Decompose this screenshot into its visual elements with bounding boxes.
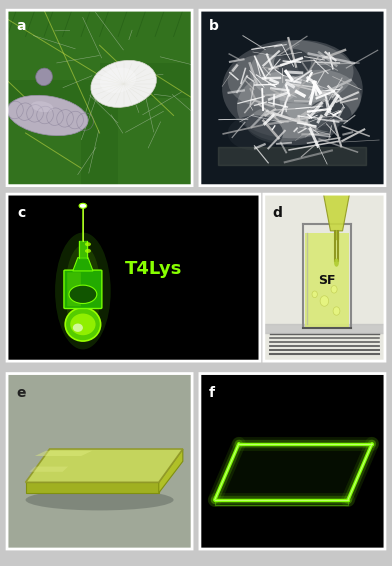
Polygon shape	[305, 233, 348, 328]
Polygon shape	[215, 500, 348, 505]
Ellipse shape	[237, 71, 329, 142]
Text: e: e	[16, 386, 26, 400]
Ellipse shape	[65, 308, 101, 341]
Ellipse shape	[333, 307, 340, 315]
Polygon shape	[25, 449, 183, 482]
Text: T4Lys: T4Lys	[125, 260, 182, 278]
Circle shape	[69, 285, 97, 303]
Ellipse shape	[279, 70, 361, 126]
Ellipse shape	[91, 61, 156, 108]
Ellipse shape	[7, 95, 88, 136]
Polygon shape	[73, 258, 93, 271]
Polygon shape	[159, 449, 183, 493]
Ellipse shape	[334, 259, 339, 267]
Polygon shape	[35, 451, 92, 456]
Bar	[7, 115, 81, 186]
Ellipse shape	[274, 49, 311, 77]
Polygon shape	[322, 186, 351, 231]
Circle shape	[85, 249, 91, 253]
Ellipse shape	[73, 324, 83, 332]
Ellipse shape	[250, 40, 354, 103]
Ellipse shape	[55, 233, 111, 349]
Bar	[7, 10, 100, 80]
Polygon shape	[215, 444, 372, 500]
FancyBboxPatch shape	[67, 272, 81, 306]
Ellipse shape	[36, 68, 53, 85]
Ellipse shape	[228, 54, 302, 106]
Ellipse shape	[320, 296, 328, 306]
Ellipse shape	[65, 245, 101, 337]
Text: SF: SF	[318, 275, 336, 288]
Ellipse shape	[246, 103, 339, 145]
Circle shape	[85, 242, 91, 246]
Ellipse shape	[222, 40, 363, 138]
Polygon shape	[25, 482, 159, 493]
Ellipse shape	[25, 490, 174, 511]
Text: d: d	[272, 206, 282, 220]
Ellipse shape	[307, 100, 352, 131]
Ellipse shape	[100, 68, 136, 93]
Ellipse shape	[70, 314, 96, 335]
Ellipse shape	[331, 286, 337, 293]
Ellipse shape	[228, 115, 283, 151]
FancyBboxPatch shape	[64, 270, 102, 308]
Text: c: c	[17, 206, 25, 220]
Bar	[100, 10, 192, 63]
Text: b: b	[209, 19, 219, 33]
Text: a: a	[16, 19, 26, 33]
Circle shape	[79, 203, 87, 208]
Polygon shape	[29, 466, 68, 472]
Text: f: f	[209, 386, 215, 400]
Ellipse shape	[31, 101, 53, 112]
Bar	[118, 98, 192, 186]
Ellipse shape	[312, 291, 318, 298]
